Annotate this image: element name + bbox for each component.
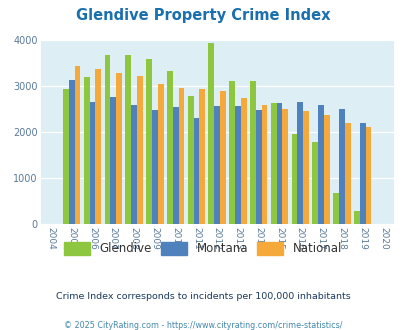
Bar [116, 73, 122, 224]
Bar [359, 123, 364, 224]
Bar [131, 105, 136, 224]
Bar [261, 105, 267, 224]
Bar [249, 81, 255, 224]
Text: Crime Index corresponds to incidents per 100,000 inhabitants: Crime Index corresponds to incidents per… [55, 292, 350, 301]
Bar [125, 55, 131, 224]
Bar [172, 107, 178, 224]
Bar [333, 193, 338, 224]
Text: Glendive Property Crime Index: Glendive Property Crime Index [76, 8, 329, 23]
Bar [323, 115, 329, 224]
Bar [318, 105, 323, 224]
Bar [297, 102, 303, 224]
Bar [276, 103, 282, 224]
Bar [75, 66, 80, 224]
Bar [90, 102, 95, 224]
Bar [344, 123, 350, 224]
Bar [255, 110, 261, 224]
Bar [146, 59, 151, 224]
Text: © 2025 CityRating.com - https://www.cityrating.com/crime-statistics/: © 2025 CityRating.com - https://www.city… [64, 321, 341, 330]
Bar [338, 109, 344, 224]
Bar [95, 69, 101, 224]
Bar [364, 127, 371, 224]
Bar [178, 88, 184, 224]
Bar [110, 97, 116, 224]
Bar [63, 89, 69, 224]
Bar [151, 110, 158, 224]
Bar [214, 106, 220, 224]
Bar [270, 103, 276, 224]
Bar [158, 84, 163, 224]
Bar [199, 89, 205, 224]
Bar [220, 91, 225, 224]
Bar [104, 55, 110, 224]
Bar [291, 134, 297, 224]
Bar [193, 118, 199, 224]
Bar [303, 111, 308, 224]
Bar [229, 81, 234, 224]
Legend: Glendive, Montana, National: Glendive, Montana, National [59, 237, 346, 260]
Bar [240, 98, 246, 224]
Bar [208, 43, 214, 224]
Bar [136, 76, 143, 224]
Bar [311, 142, 318, 224]
Bar [234, 106, 240, 224]
Bar [166, 71, 172, 224]
Bar [282, 109, 288, 224]
Bar [69, 80, 75, 224]
Bar [187, 96, 193, 224]
Bar [83, 77, 90, 224]
Bar [353, 211, 359, 224]
